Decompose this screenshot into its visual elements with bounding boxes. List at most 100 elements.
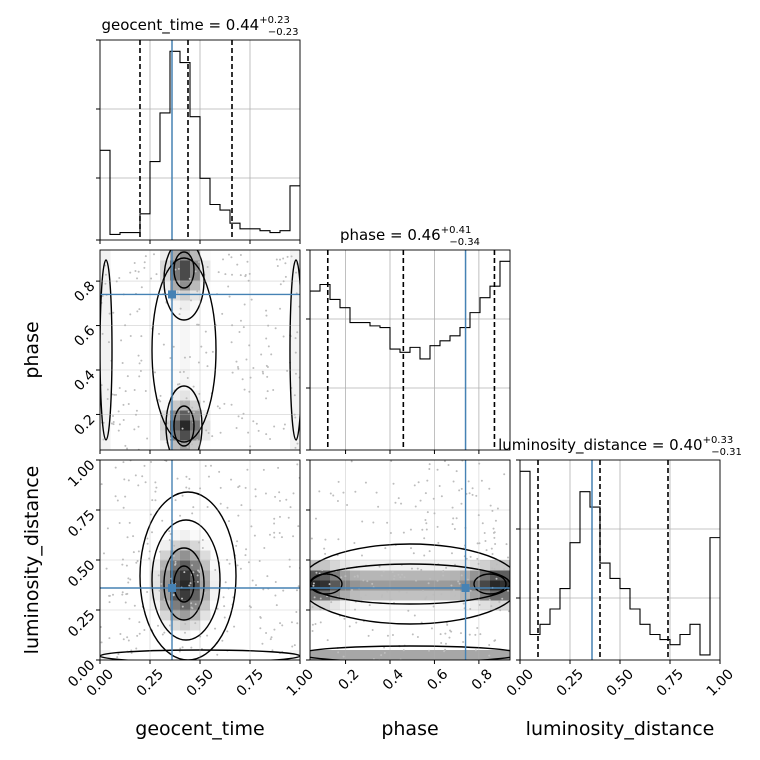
density-cell [180,570,191,581]
sample-point [127,479,130,482]
density-cell [210,570,221,581]
density-cell [170,300,181,311]
sample-point [188,277,191,280]
sample-point [294,337,297,340]
sample-point [294,351,297,354]
sample-point [244,554,247,557]
sample-point [121,362,124,365]
density-cell [190,590,201,601]
sample-point [346,504,349,507]
sample-point [378,565,381,568]
density-cell [200,540,211,551]
density-cell [350,570,361,581]
sample-point [366,580,369,583]
sample-point [117,410,120,413]
sample-point [452,517,455,520]
sample-point [231,371,234,374]
sample-point [474,649,477,652]
sample-point [148,557,151,560]
sample-point [498,601,501,604]
sample-point [146,537,149,540]
density-cell [170,260,181,271]
density-cell [200,600,211,611]
sample-point [286,369,289,372]
sample-point [485,549,488,552]
sample-point [324,538,327,541]
sample-point [254,488,257,491]
sample-point [153,371,156,374]
sample-point [444,632,447,635]
sample-point [400,502,403,505]
sample-point [126,447,129,450]
sample-point [237,514,240,517]
sample-point [122,638,125,641]
sample-point [424,598,427,601]
sample-point [274,327,277,330]
title-value: geocent_time = 0.44 [102,16,260,35]
sample-point [178,650,181,653]
sample-point [409,528,412,531]
contour-line [310,645,510,660]
density-cell [200,260,211,271]
sample-point [484,540,487,543]
density-cell [180,300,191,311]
sample-point [248,344,251,347]
sample-point [252,420,255,423]
sample-point [372,521,375,524]
sample-point [278,258,281,261]
histogram-step-line [310,260,510,450]
sample-point [173,544,176,547]
sample-point [443,650,446,653]
sample-point [375,491,378,494]
sample-point [206,506,209,509]
sample-point [296,622,299,625]
sample-point [398,590,401,593]
sample-point [295,589,298,592]
density-cell [180,380,191,391]
sample-point [436,525,439,528]
contour-line [310,543,510,625]
sample-point [139,369,142,372]
sample-point [467,480,470,483]
sample-point [217,271,220,274]
sample-point [266,390,269,393]
sample-point [133,262,136,265]
density-cell [330,580,341,591]
sample-point [311,629,314,632]
density-cell [490,650,501,660]
sample-point [124,324,127,327]
sample-point [259,627,262,630]
sample-point [104,273,107,276]
density-cell [370,570,381,581]
sample-point [100,483,103,486]
sample-point [233,625,236,628]
sample-point [102,438,105,441]
sample-point [266,365,269,368]
sample-point [496,507,499,510]
sample-point [226,630,229,633]
sample-point [450,552,453,555]
sample-point [185,475,188,478]
density-cell [290,340,300,351]
density-cell [150,580,161,591]
density-cell [170,420,181,431]
sample-point [263,546,266,549]
density-cell [170,340,181,351]
sample-point [137,354,140,357]
sample-point [356,574,359,577]
sample-point [191,443,194,446]
title-minus: −0.23 [268,27,299,38]
density-cell [170,250,181,261]
sample-point [428,550,431,553]
density-cell [290,300,300,311]
sample-point [492,531,495,534]
density-cell [360,600,371,611]
sample-point [236,564,239,567]
density-cell [150,590,161,601]
sample-point [155,486,158,489]
density-cell [170,400,181,411]
density-cell [190,320,201,331]
sample-point [293,644,296,647]
density-cell [170,370,181,381]
sample-point [399,576,402,579]
